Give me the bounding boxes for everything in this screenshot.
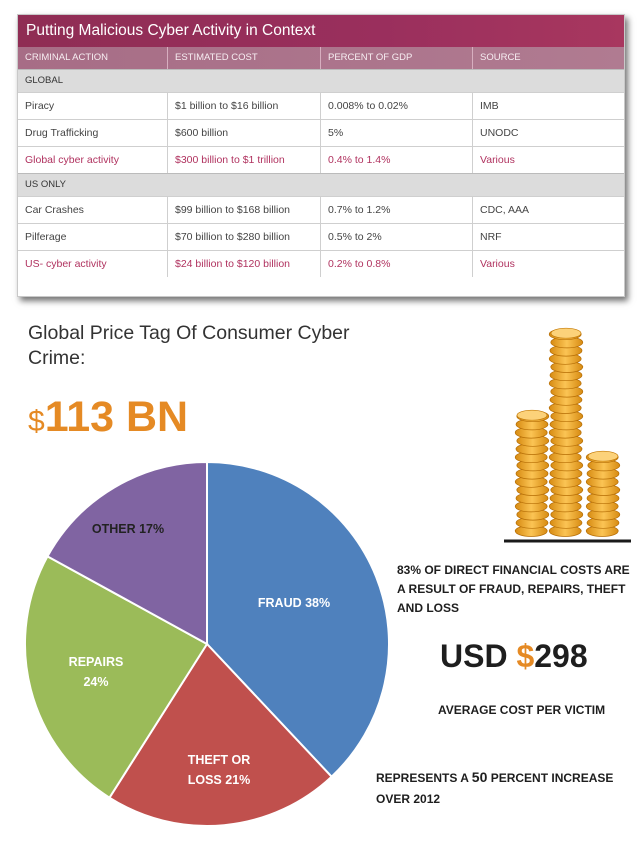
cell-estimated-cost: $1 billion to $16 billion [167,93,320,119]
pie-slice-other [46,460,208,646]
pie-slice-fraud [206,460,390,779]
column-header-criminal-action: CRIMINAL ACTION [25,52,109,63]
table-body: GLOBAL Piracy $1 billion to $16 billion 0.0… [18,69,624,277]
table-section-label: GLOBAL [18,69,624,92]
pie-label-other: OTHER 17% [91,522,165,536]
cell-source: IMB [472,93,624,119]
cell-percent-gdp: 0.008% to 0.02% [320,93,472,119]
cell-source: NRF [472,224,624,250]
cell-percent-gdp: 0.2% to 0.8% [320,251,472,277]
table-row: Piracy $1 billion to $16 billion 0.008% to… [18,92,624,119]
avg-amount: 298 [534,638,588,674]
average-cost-caption: AVERAGE COST PER VICTIM [438,703,606,717]
cell-criminal-action: US- cyber activity [25,258,107,270]
cell-criminal-action: Piracy [25,100,55,112]
increase-note: REPRESENTS A 50 PERCENT INCREASE OVER 20… [376,767,638,810]
cell-estimated-cost: $600 billion [167,120,320,146]
table-row: Car Crashes $99 billion to $168 billion 0.… [18,196,624,223]
table-row: Drug Trafficking $600 billion 5% UNODC [18,119,624,146]
table-row: Global cyber activity $300 billion to $1 … [18,146,624,173]
average-cost-value: USD $298 [440,638,588,675]
price-currency: $ [28,405,45,438]
cell-estimated-cost: $300 billion to $1 trillion [167,147,320,173]
pie-label-repairs: REPAIRS 24% [68,655,124,689]
coin-stacks-icon [504,327,631,543]
cell-estimated-cost: $70 billion to $280 billion [167,224,320,250]
pie-label-theft-or-loss: THEFT OR LOSS 21% [187,753,251,787]
cell-percent-gdp: 0.5% to 2% [320,224,472,250]
price-tag-value: $113 BN [28,393,188,442]
table-title: Putting Malicious Cyber Activity in Cont… [18,15,624,47]
avg-prefix: USD [440,638,517,674]
pie-label-fraud: FRAUD 38% [257,596,331,610]
table-section-label: US ONLY [18,173,624,196]
increase-post: PERCENT INCREASE OVER 2012 [376,771,614,806]
pie-slice-theft-or-loss [108,642,334,827]
cell-criminal-action: Pilferage [25,231,67,243]
cell-estimated-cost: $24 billion to $120 billion [167,251,320,277]
cell-criminal-action: Car Crashes [25,204,84,216]
cell-percent-gdp: 5% [320,120,472,146]
cost-breakdown-pie-chart [24,460,390,827]
cyber-activity-table: Putting Malicious Cyber Activity in Cont… [17,14,625,297]
cell-percent-gdp: 0.4% to 1.4% [320,147,472,173]
price-tag-label: Global Price Tag Of Consumer Cyber Crime… [28,322,350,369]
table-row: US- cyber activity $24 billion to $120 bi… [18,250,624,277]
table-header-row: CRIMINAL ACTION ESTIMATED COST PERCENT O… [18,47,624,69]
column-header-estimated-cost: ESTIMATED COST [167,47,320,69]
price-amount: 113 BN [44,393,189,441]
pie-slice-repairs [24,554,209,800]
cell-source: Various [472,147,624,173]
increase-pre: REPRESENTS A [376,771,472,785]
table-row: Pilferage $70 billion to $280 billion 0.5%… [18,223,624,250]
cell-source: UNODC [472,120,624,146]
cell-criminal-action: Drug Trafficking [25,127,99,139]
cell-estimated-cost: $99 billion to $168 billion [167,197,320,223]
column-header-percent-gdp: PERCENT OF GDP [320,47,472,69]
column-header-source: SOURCE [472,47,624,69]
cell-source: CDC, AAA [472,197,624,223]
cell-source: Various [472,251,624,277]
increase-number: 50 [471,769,488,785]
financial-costs-note: 83% OF DIRECT FINANCIAL COSTS ARE A RESU… [397,563,630,615]
avg-currency: $ [516,638,535,674]
cell-criminal-action: Global cyber activity [25,154,119,166]
cell-percent-gdp: 0.7% to 1.2% [320,197,472,223]
